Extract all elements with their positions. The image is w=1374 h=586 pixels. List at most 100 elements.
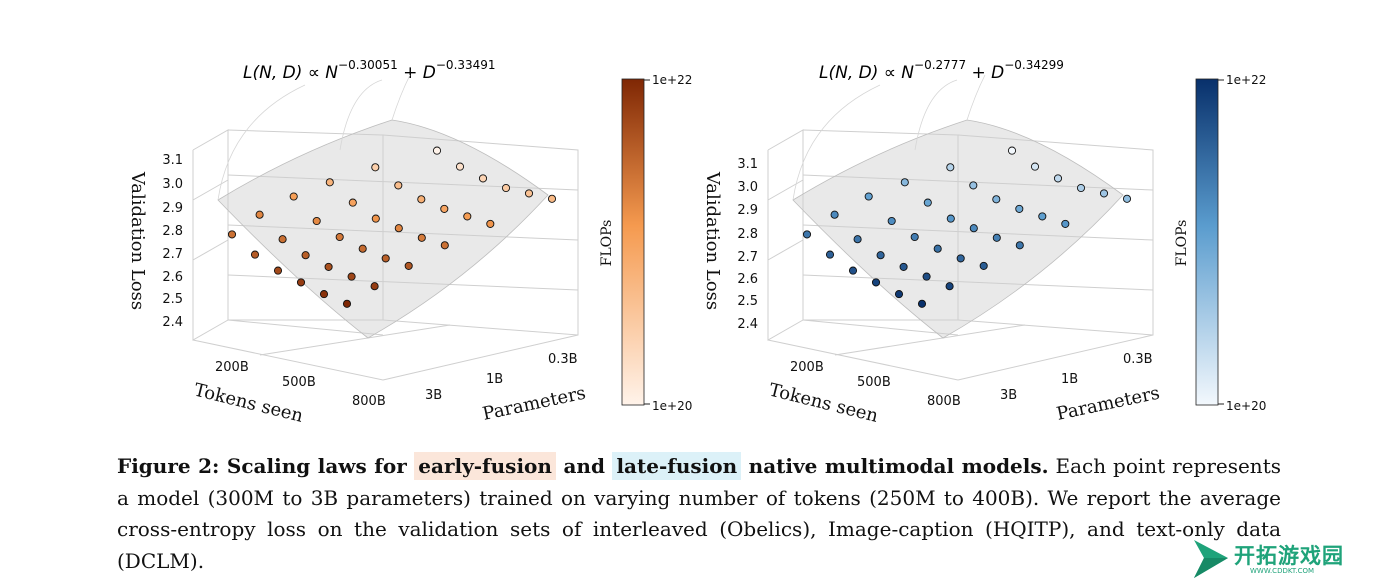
data-point	[289, 192, 298, 201]
panel-0-cb-min: 1e+20	[652, 399, 692, 413]
caption-title-rest: native multimodal models.	[741, 454, 1049, 478]
data-point	[296, 278, 306, 287]
data-point	[250, 250, 260, 259]
panel-1-ztick-4: 2.7	[737, 250, 758, 265]
panel-1-fit-surface	[792, 119, 1124, 339]
panel-0-ytick-0: 0.3B	[548, 352, 578, 367]
data-point	[347, 272, 356, 281]
data-point	[899, 262, 908, 271]
data-point	[342, 299, 352, 308]
data-point	[440, 204, 449, 213]
panel-0-points	[227, 146, 557, 308]
panel-0-xtick-0: 200B	[215, 360, 249, 375]
panel-0-grid-1	[227, 174, 579, 191]
data-point	[312, 216, 321, 226]
panel-0-zlabel: Validation Loss	[127, 171, 148, 310]
data-point	[501, 183, 511, 193]
panel-0-ztick-1: 3.0	[162, 177, 183, 192]
panel-0-ztick-0: 3.1	[162, 153, 183, 168]
panel-0-ytick-1: 1B	[486, 372, 503, 387]
panel-0-floor-grid-2	[259, 324, 451, 356]
panel-1-ztick-1: 3.0	[737, 180, 758, 195]
panel-0-wall-back	[227, 129, 579, 336]
panel-1-colorbar	[1195, 78, 1219, 406]
data-point	[887, 216, 896, 226]
panel-1-surface-ridges	[792, 74, 986, 201]
data-point	[524, 189, 534, 198]
data-point	[432, 146, 442, 155]
panel-1-ztick-5: 2.6	[737, 272, 758, 287]
panel-1-floor-grid-1	[802, 319, 959, 336]
caption-label: Figure 2: Scaling laws for	[117, 454, 415, 478]
panel-0-grid-2	[227, 224, 579, 241]
data-point	[848, 266, 858, 275]
panel-0-cb-max: 1e+22	[652, 73, 692, 87]
data-point	[1030, 162, 1040, 171]
data-point	[802, 230, 812, 239]
panel-1-grid-3	[802, 274, 1154, 291]
panel-0-floor-grid-1	[227, 319, 384, 336]
panel-0-floor-front	[192, 339, 384, 381]
watermark-logo-icon	[1194, 540, 1228, 578]
panel-0-surface-ridges	[217, 74, 411, 201]
watermark: 开拓游戏园 WWW.CDDKT.COM	[1188, 536, 1368, 582]
data-point	[894, 290, 904, 299]
data-point	[853, 235, 862, 244]
data-point	[417, 195, 426, 204]
data-point	[871, 278, 881, 287]
data-point	[325, 178, 334, 187]
data-point	[381, 254, 390, 263]
panel-0-title: L(N, D) ∝ N−0.30051 + D−0.33491	[243, 58, 496, 83]
panel-0-ztick-2: 2.9	[162, 201, 183, 216]
panel-late-fusion: L(N, D) ∝ N−0.2777 + D−0.34299 3.1 3.0 2…	[702, 58, 1266, 427]
data-point	[969, 224, 978, 233]
panel-1-points	[802, 146, 1132, 308]
panel-0-grid-4	[192, 179, 229, 201]
data-point	[324, 262, 333, 271]
panel-1-grid-1	[802, 174, 1154, 191]
panel-1-wall-left	[767, 129, 804, 341]
data-point	[301, 251, 310, 260]
panel-1-ytick-0: 0.3B	[1123, 352, 1153, 367]
data-point	[371, 214, 380, 223]
panel-0-xtick-1: 500B	[282, 375, 316, 390]
data-point	[864, 192, 873, 201]
data-point	[900, 178, 909, 187]
panel-1-cb-min: 1e+20	[1226, 399, 1266, 413]
panel-0-box	[192, 129, 579, 381]
panel-0-grid-3	[227, 274, 579, 291]
caption-body: Each point represents a model (300M to 3…	[117, 454, 1281, 573]
data-point	[273, 266, 283, 275]
data-point	[371, 163, 380, 172]
panel-1-xtick-2: 800B	[927, 394, 961, 409]
watermark-url: WWW.CDDKT.COM	[1250, 567, 1315, 575]
data-point	[358, 244, 367, 253]
panel-0-xtick-2: 800B	[352, 394, 386, 409]
data-point	[394, 224, 403, 233]
panel-1-ytick-1: 1B	[1061, 372, 1078, 387]
data-point	[825, 250, 835, 259]
panel-1-title: L(N, D) ∝ N−0.2777 + D−0.34299	[819, 58, 1064, 83]
panel-0-ytick-2: 3B	[425, 388, 442, 403]
panel-0-ztick-6: 2.5	[162, 292, 183, 307]
panel-1-cb-label: FLOPs	[1174, 220, 1190, 267]
data-point	[992, 233, 1001, 242]
panel-1-z-ticks: 3.1 3.0 2.9 2.8 2.7 2.6 2.5 2.4	[737, 157, 758, 332]
data-point	[1061, 219, 1070, 228]
panel-0-fit-surface	[217, 119, 549, 339]
data-point	[478, 174, 488, 183]
data-point	[440, 241, 449, 250]
data-point	[992, 195, 1001, 204]
watermark-text: 开拓游戏园	[1234, 544, 1344, 568]
data-point	[922, 272, 931, 281]
panel-0-cb-label: FLOPs	[599, 220, 615, 267]
data-point	[1076, 183, 1086, 193]
panel-1-floor-grid-2	[834, 324, 1026, 356]
panel-1-ytick-2: 3B	[1000, 388, 1017, 403]
data-point	[335, 232, 344, 242]
panel-0-ylabel: Parameters	[481, 383, 588, 425]
panel-1-cb-max: 1e+22	[1226, 73, 1266, 87]
panel-1-ztick-2: 2.9	[737, 203, 758, 218]
panel-0-colorbar	[621, 78, 645, 406]
data-point	[319, 290, 329, 299]
